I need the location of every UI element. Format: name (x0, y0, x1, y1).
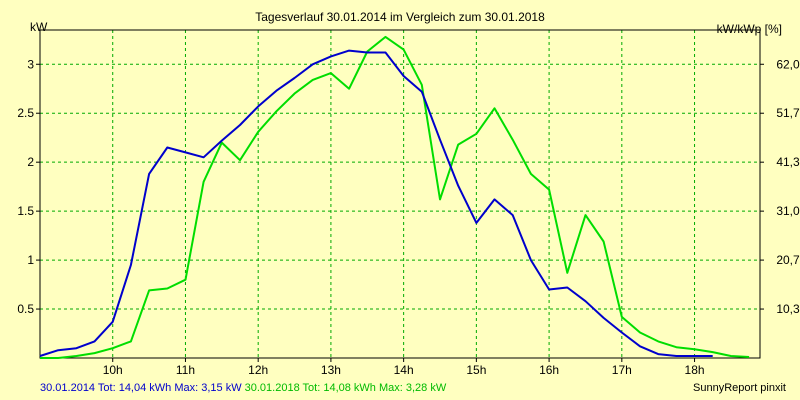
y-tick-label-right: 41,3 (776, 155, 800, 169)
y-tick-label-left: 2 (27, 155, 34, 169)
y-tick-label-left: 0.5 (17, 302, 34, 316)
x-tick-label: 11h (176, 363, 195, 377)
x-tick-label: 18h (685, 363, 705, 377)
plot-frame (39, 29, 761, 359)
y-axis-right-label: kW/kWp [%] (716, 22, 782, 36)
y-tick-label-left: 2.5 (17, 106, 34, 120)
series-line-30.01.2018 (40, 35, 750, 359)
y-axis-left-label: kW (30, 20, 48, 34)
x-tick-label: 16h (539, 363, 559, 377)
x-tick-label: 13h (321, 363, 341, 377)
y-tick-label-right: 20,7 (776, 253, 800, 267)
series-line-30.01.2014 (39, 49, 713, 357)
y-tick-label-right: 62,0 (776, 57, 800, 71)
legend-series-2014: 30.01.2014 Tot: 14,04 kWh Max: 3,15 kW (40, 382, 242, 394)
x-tick-label: 10h (103, 363, 123, 377)
y-tick-label-left: 3 (27, 57, 34, 71)
x-tick-label: 17h (612, 363, 632, 377)
plot-area (40, 30, 760, 358)
legend-series-2018: 30.01.2018 Tot: 14,08 kWh Max: 3,28 kW (244, 382, 447, 394)
y-tick-label-left: 1 (27, 253, 34, 267)
x-tick-label: 14h (394, 363, 414, 377)
y-tick-label-right: 31,0 (776, 204, 800, 218)
y-tick-label-left: 1.5 (17, 204, 34, 218)
chart-title: Tagesverlauf 30.01.2014 im Vergleich zum… (255, 10, 545, 24)
y-tick-label-right: 51,7 (776, 106, 800, 120)
x-tick-label: 12h (248, 363, 268, 377)
credit-label: SunnyReport pinxit (693, 382, 786, 394)
y-tick-label-right: 10,3 (776, 302, 800, 316)
x-tick-label: 15h (466, 363, 486, 377)
legend-footer: 30.01.2014 Tot: 14,04 kWh Max: 3,15 kW 3… (40, 382, 446, 394)
